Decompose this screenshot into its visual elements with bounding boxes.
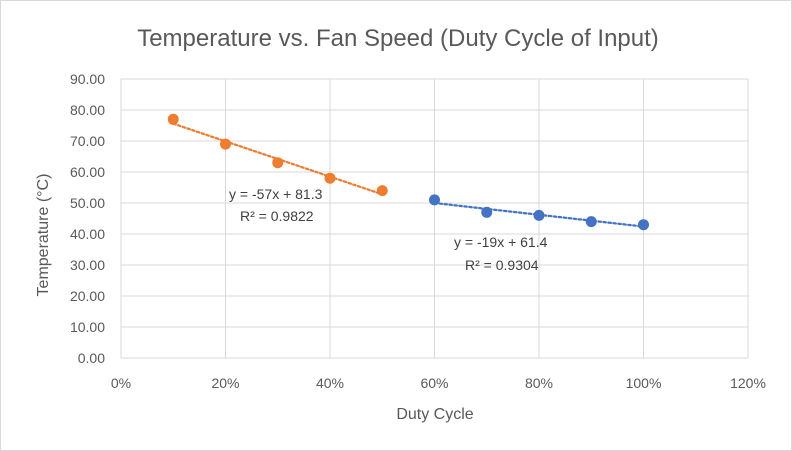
trendline-r2-blue: R² = 0.9304 xyxy=(465,257,539,273)
data-point xyxy=(376,185,388,197)
x-tick-label: 40% xyxy=(316,375,344,391)
y-tick-label: 80.00 xyxy=(70,102,105,118)
x-tick-label: 0% xyxy=(111,375,131,391)
data-point xyxy=(429,194,440,206)
y-tick-label: 30.00 xyxy=(70,257,105,273)
y-tick-label: 60.00 xyxy=(70,164,105,180)
data-point xyxy=(585,216,597,228)
x-axis-label: Duty Cycle xyxy=(396,406,473,423)
y-tick-label: 90.00 xyxy=(70,71,105,87)
y-tick-label: 50.00 xyxy=(70,195,105,211)
data-points xyxy=(167,113,649,231)
y-tick-label: 10.00 xyxy=(70,319,105,335)
y-tick-label: 40.00 xyxy=(70,226,105,242)
x-tick-label: 20% xyxy=(211,375,239,391)
gridlines xyxy=(120,78,749,359)
x-tick-label: 60% xyxy=(420,375,448,391)
y-tick-label: 70.00 xyxy=(70,133,105,149)
data-point xyxy=(481,206,493,218)
data-point xyxy=(324,172,336,184)
y-axis-ticks: 0.00 10.00 20.00 30.00 40.00 50.00 60.00 70.00 8… xyxy=(70,71,105,366)
data-point xyxy=(220,138,231,150)
data-point xyxy=(272,157,284,169)
x-axis-ticks: 0% 20% 40% 60% 80% 100% 120% xyxy=(111,375,766,391)
data-point xyxy=(167,113,179,125)
trendline-equation-orange: y = -57x + 81.3 xyxy=(229,186,323,202)
y-tick-label: 20.00 xyxy=(70,288,105,304)
trendline-equation-blue: y = -19x + 61.4 xyxy=(454,234,548,250)
trendline-r2-orange: R² = 0.9822 xyxy=(240,208,314,224)
data-point xyxy=(533,209,545,221)
y-tick-label: 0.00 xyxy=(78,350,105,366)
data-point xyxy=(638,219,649,231)
y-axis-label: Temperature (°C) xyxy=(35,174,52,297)
chart-title: Temperature vs. Fan Speed (Duty Cycle of… xyxy=(137,25,659,52)
x-tick-label: 100% xyxy=(626,375,662,391)
x-tick-label: 80% xyxy=(525,375,553,391)
x-tick-label: 120% xyxy=(730,375,766,391)
